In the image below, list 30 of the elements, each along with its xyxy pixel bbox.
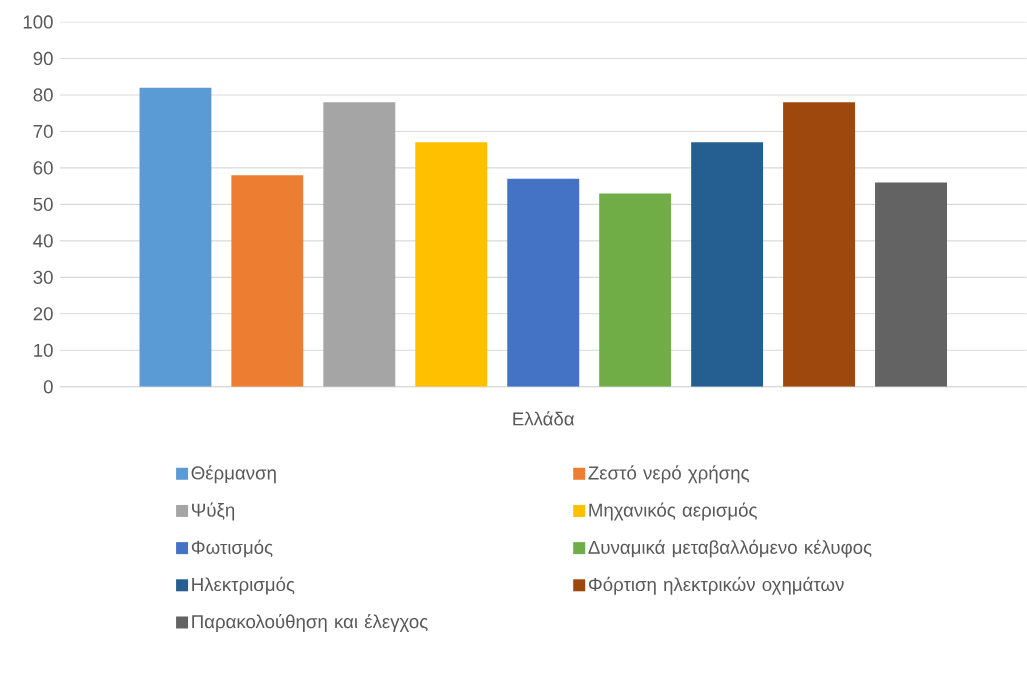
y-tick-label: 90	[33, 52, 53, 66]
y-tick-label: 60	[33, 161, 53, 175]
y-tick-label: 40	[33, 234, 53, 248]
y-tick-label: 50	[33, 197, 53, 212]
bar	[139, 87, 212, 387]
legend-label: Δυναμικά μεταβαλλόμενο κέλυφος	[588, 539, 872, 558]
bar	[415, 142, 488, 387]
legend-label: Φόρτιση ηλεκτρικών οχημάτων	[588, 577, 844, 595]
legend-label: Ζεστό νερό χρήσης	[588, 465, 749, 484]
bar	[323, 102, 396, 387]
y-tick-label: 0	[43, 380, 53, 394]
bar	[783, 102, 856, 387]
bar	[507, 179, 580, 387]
bar	[231, 175, 304, 387]
legend-label: Παρακολούθηση και έλεγχος	[192, 614, 428, 633]
y-tick-label: 80	[33, 88, 53, 102]
legend-label: Ηλεκτρισμός	[192, 577, 295, 595]
bar	[599, 193, 672, 387]
y-tick-label: 10	[34, 343, 53, 358]
legend-label: Θέρμανση	[191, 465, 276, 484]
y-tick-label: 100	[23, 15, 53, 29]
legend-label: Ψύξη	[192, 502, 235, 521]
y-tick-label: 30	[33, 270, 53, 285]
legend-label: Φωτισμός	[191, 539, 273, 558]
bar	[691, 142, 764, 387]
y-tick-label: 20	[33, 307, 53, 321]
bar	[875, 182, 948, 387]
x-tick-label: Ελλάδα	[513, 411, 575, 426]
y-tick-label: 70	[33, 124, 53, 139]
legend-label: Μηχανικός αερισμός	[589, 502, 757, 521]
